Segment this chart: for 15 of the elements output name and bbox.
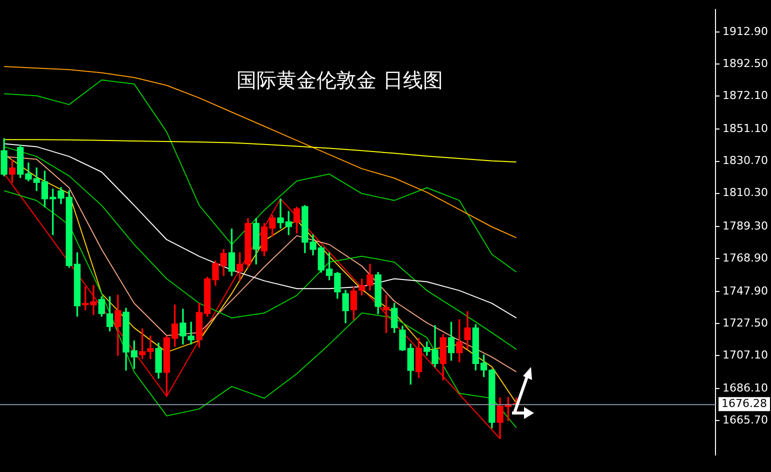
y-tick-label: 1768.90 bbox=[722, 251, 768, 264]
y-tick-label: 1892.50 bbox=[722, 57, 768, 70]
y-tick-label: 1727.50 bbox=[722, 316, 768, 330]
y-tick-label: 1810.30 bbox=[722, 186, 768, 200]
y-tick-label: 1665.70 bbox=[722, 414, 768, 427]
y-tick-label: 1789.30 bbox=[722, 219, 768, 232]
y-tick-label: 1707.10 bbox=[722, 348, 768, 362]
y-tick-label: 1830.70 bbox=[722, 154, 768, 168]
ref-line-label: 1676.28 bbox=[722, 396, 768, 410]
y-tick-label: 1912.90 bbox=[722, 24, 768, 38]
y-tick-label: 1872.10 bbox=[722, 89, 768, 102]
y-tick-label: 1851.10 bbox=[722, 122, 768, 136]
y-tick-label: 1686.10 bbox=[722, 382, 768, 395]
text: 国际黄金伦敦金 日线图 bbox=[236, 68, 444, 92]
y-tick-label: 1747.90 bbox=[722, 284, 768, 298]
